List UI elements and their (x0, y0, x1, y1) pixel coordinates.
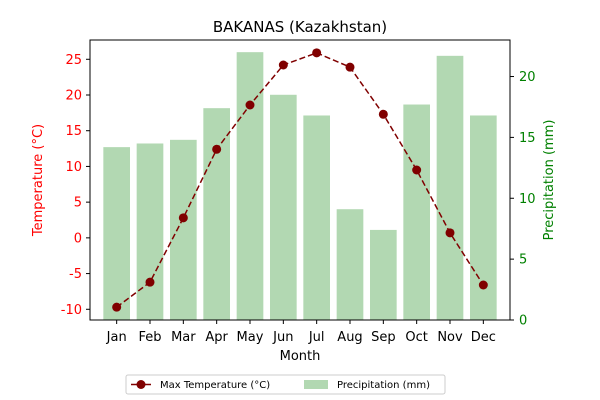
x-tick-label: Oct (405, 330, 427, 345)
x-tick-label: Aug (337, 330, 362, 345)
legend: Max Temperature (°C) Precipitation (mm) (125, 374, 446, 395)
x-tick-label: Nov (437, 330, 463, 345)
left-tick-label: 20 (65, 89, 82, 104)
left-tick-label: 15 (65, 124, 82, 139)
x-tick-label: Jun (272, 330, 293, 345)
precip-bar-oct (403, 104, 430, 321)
temp-point-feb (145, 277, 155, 287)
right-tick-label: 15 (519, 131, 536, 146)
precip-bar-aug (336, 209, 364, 320)
left-tick-label: 25 (65, 53, 82, 68)
chart-title: BAKANAS (Kazakhstan) (213, 18, 387, 36)
x-tick-label: Dec (471, 330, 496, 345)
temp-point-nov (445, 228, 455, 238)
temp-point-dec (478, 280, 488, 290)
legend-label-precipitation: Precipitation (mm) (337, 380, 430, 391)
right-tick-label: 0 (519, 314, 527, 329)
temp-point-jun (278, 60, 288, 70)
left-tick-label: 0 (74, 231, 82, 246)
right-axis-ticks: 0 5 10 15 20 (510, 70, 536, 329)
temp-point-jul (312, 48, 322, 58)
temp-point-aug (345, 62, 355, 72)
x-tick-label: Apr (205, 330, 228, 345)
legend-label-temperature: Max Temperature (°C) (160, 380, 270, 391)
temp-point-jan (112, 302, 122, 312)
plot-frame (89, 39, 511, 321)
right-axis-label: Precipitation (mm) (542, 120, 557, 241)
x-tick-label: Feb (138, 330, 161, 345)
precip-bar-mar (170, 139, 197, 320)
precip-bar-sep (370, 229, 397, 320)
temp-point-oct (412, 165, 422, 175)
temperature-polyline (116, 52, 484, 308)
precip-bar-jan (103, 147, 130, 320)
left-tick-label: 5 (74, 196, 82, 211)
precip-bar-may (236, 52, 264, 320)
precip-bar-jul (303, 115, 330, 320)
legend-marker-swatch (136, 380, 146, 389)
left-axis-ticks: -10 -5 0 5 10 15 20 25 (61, 53, 90, 318)
temp-point-may (245, 100, 255, 110)
x-tick-label: Sep (371, 330, 396, 345)
x-tick-label: Jan (106, 330, 127, 345)
right-tick-label: 10 (519, 192, 536, 207)
left-tick-label: -5 (69, 267, 82, 282)
precip-bar-feb (136, 143, 164, 320)
temp-point-sep (378, 109, 388, 119)
precip-bar-jun (270, 94, 297, 320)
legend-bar-swatch (304, 380, 328, 389)
precip-bar-nov (436, 55, 464, 321)
x-tick-label: May (237, 330, 264, 345)
temp-point-apr (212, 144, 222, 154)
left-tick-label: -10 (61, 303, 82, 318)
precip-bar-apr (203, 108, 230, 320)
temp-point-mar (178, 213, 188, 223)
x-tick-label: Mar (171, 330, 196, 345)
temperature-line (112, 48, 488, 312)
left-axis-label: Temperature (°C) (31, 124, 46, 237)
left-tick-label: 10 (65, 160, 82, 175)
x-axis-label: Month (280, 349, 321, 364)
legend-frame (125, 374, 446, 395)
precipitation-bars (103, 52, 497, 321)
right-tick-label: 20 (519, 70, 536, 85)
x-tick-label: Jul (308, 330, 325, 345)
x-axis-ticks: Jan Feb Mar Apr May Jun Jul Aug Sep Oct Nov Dec (106, 320, 496, 345)
right-tick-label: 5 (519, 253, 527, 268)
